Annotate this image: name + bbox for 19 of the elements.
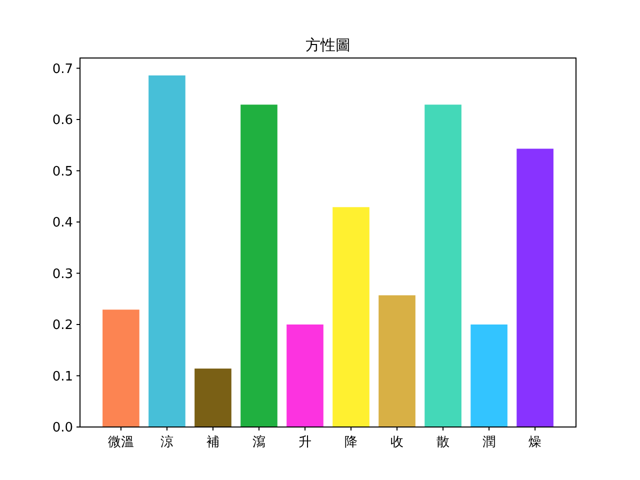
x-tick-label: 降	[344, 435, 358, 450]
x-tick-label: 潤	[482, 435, 496, 450]
x-tick-label: 散	[436, 435, 450, 450]
x-tick-label: 涼	[160, 435, 174, 450]
y-tick-label: 0.5	[52, 164, 73, 180]
y-tick-label: 0.4	[52, 216, 73, 230]
y-tick-label: 0.3	[52, 266, 73, 282]
x-tick-label: 瀉	[252, 435, 266, 450]
y-tick-label: 0.1	[52, 369, 73, 384]
chart-title: 方性圖	[306, 36, 350, 54]
x-tick-label: 收	[390, 435, 404, 450]
x-tick-label: 升	[298, 435, 312, 450]
y-tick-label: 0.7	[52, 62, 73, 77]
x-tick-label: 補	[206, 435, 220, 450]
x-tick-label: 燥	[528, 435, 542, 450]
x-tick-label: 微溫	[108, 435, 134, 450]
y-tick-label: 0.2	[52, 318, 73, 333]
y-tick-label: 0.6	[52, 113, 73, 128]
y-tick-label: 0.0	[52, 420, 73, 436]
